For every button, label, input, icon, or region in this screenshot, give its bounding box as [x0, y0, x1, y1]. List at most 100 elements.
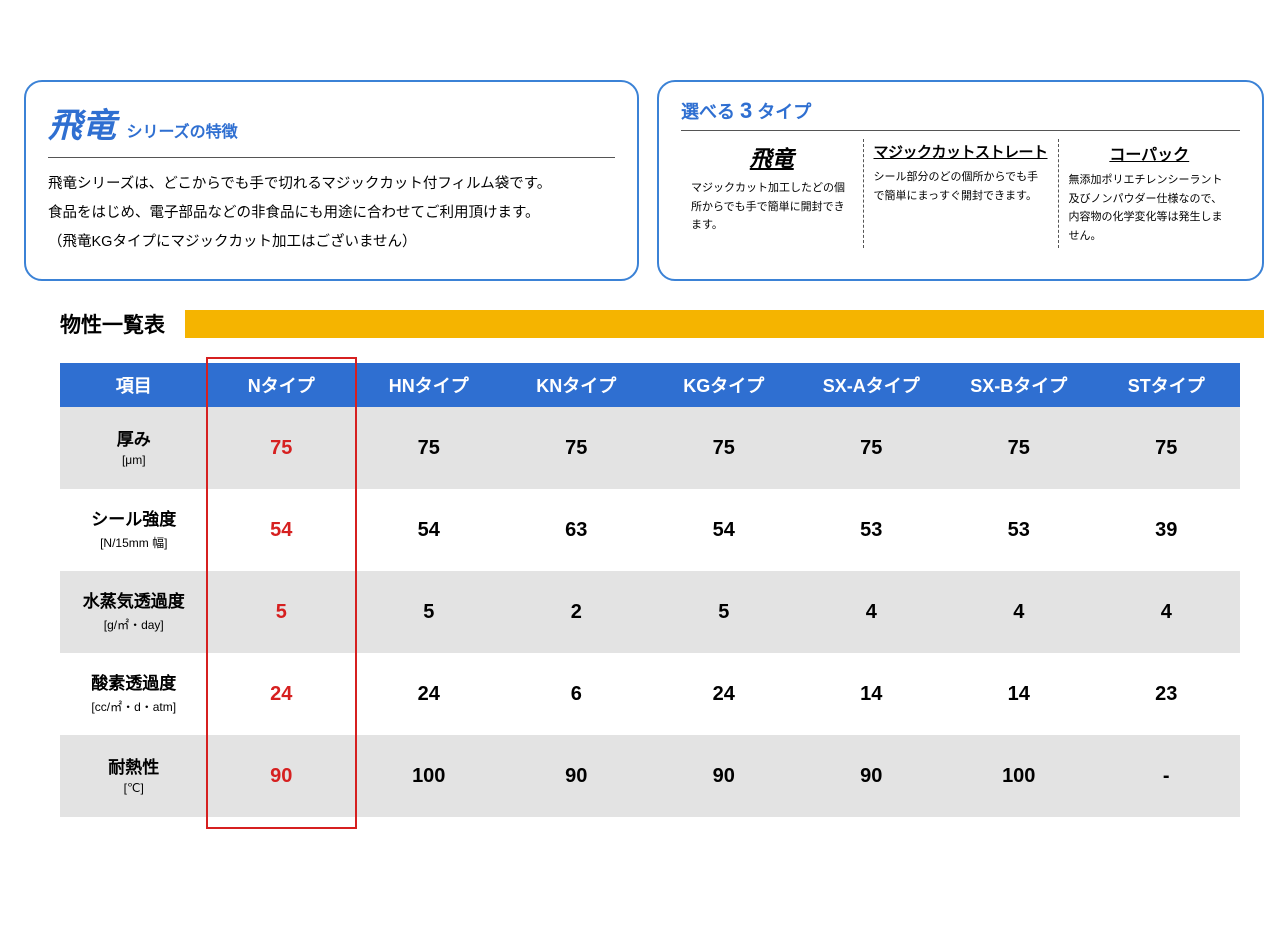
- cell-value: 4: [866, 601, 877, 623]
- value-cell: 90: [208, 735, 356, 817]
- row-label-unit: [μm]: [60, 453, 208, 467]
- value-cell: 54: [208, 489, 356, 571]
- cell-value: 75: [1155, 437, 1177, 459]
- row-label-cell: 水蒸気透過度[g/㎡・day]: [60, 571, 208, 653]
- features-line: （飛竜KGタイプにマジックカット加工はございません）: [48, 228, 615, 257]
- table-header-cell: 項目: [60, 363, 208, 407]
- table-row: シール強度 [N/15mm 幅] 54 54 63 54 53 53 39: [60, 489, 1240, 571]
- value-cell: 100: [355, 735, 503, 817]
- cell-value: 5: [276, 601, 287, 623]
- cell-value: 54: [418, 519, 440, 541]
- cell-value: -: [1163, 765, 1170, 787]
- value-cell: 6: [503, 653, 651, 735]
- type-title: コーパック: [1069, 141, 1231, 165]
- types-panel: 選べる 3 タイプ 飛竜 マジックカット加工したどの個所からでも手で簡単に開封で…: [657, 80, 1264, 281]
- spec-table-wrap: 項目NタイプHNタイプKNタイプKGタイプSX-AタイプSX-BタイプSTタイプ…: [60, 363, 1240, 817]
- value-cell: 14: [798, 653, 946, 735]
- table-header-cell: KNタイプ: [503, 363, 651, 407]
- cell-value: 39: [1155, 519, 1177, 541]
- table-row: 酸素透過度 [cc/㎡・d・atm] 24 24 6 24 14 14 23: [60, 653, 1240, 735]
- type-desc: マジックカット加工したどの個所からでも手で簡単に開封できます。: [691, 179, 853, 235]
- cell-value: 54: [713, 519, 735, 541]
- table-header-row: 項目NタイプHNタイプKNタイプKGタイプSX-AタイプSX-BタイプSTタイプ: [60, 363, 1240, 407]
- table-header-cell: HNタイプ: [355, 363, 503, 407]
- row-label-unit: [cc/㎡・d・atm]: [60, 698, 208, 715]
- cell-value: 24: [270, 683, 292, 705]
- value-cell: 23: [1093, 653, 1241, 735]
- value-cell: 90: [798, 735, 946, 817]
- value-cell: 5: [208, 571, 356, 653]
- cell-value: 23: [1155, 683, 1177, 705]
- features-line: 飛竜シリーズは、どこからでも手で切れるマジックカット付フィルム袋です。: [48, 170, 615, 199]
- value-cell: 75: [208, 407, 356, 489]
- value-cell: 5: [355, 571, 503, 653]
- cell-value: 5: [718, 601, 729, 623]
- table-row: 水蒸気透過度[g/㎡・day] 5 5 2 5 4 4 4: [60, 571, 1240, 653]
- value-cell: 54: [650, 489, 798, 571]
- value-cell: 100: [945, 735, 1093, 817]
- type-title: マジックカットストレート: [874, 141, 1048, 162]
- value-cell: 75: [945, 407, 1093, 489]
- type-title: 飛竜: [691, 141, 853, 173]
- value-cell: 5: [650, 571, 798, 653]
- cell-value: 63: [565, 519, 587, 541]
- types-header: 選べる 3 タイプ: [681, 98, 1240, 131]
- cell-value: 90: [713, 765, 735, 787]
- spec-table: 項目NタイプHNタイプKNタイプKGタイプSX-AタイプSX-BタイプSTタイプ…: [60, 363, 1240, 817]
- type-col: 飛竜 マジックカット加工したどの個所からでも手で簡単に開封できます。: [681, 139, 863, 248]
- types-row: 飛竜 マジックカット加工したどの個所からでも手で簡単に開封できます。 マジックカ…: [681, 139, 1240, 248]
- cell-value: 24: [418, 683, 440, 705]
- cell-value: 5: [423, 601, 434, 623]
- value-cell: 24: [208, 653, 356, 735]
- section-title: 物性一覧表: [60, 309, 185, 339]
- types-header-pre: 選べる: [681, 102, 740, 122]
- row-label-main: 水蒸気透過度: [60, 591, 208, 613]
- value-cell: 4: [1093, 571, 1241, 653]
- value-cell: 39: [1093, 489, 1241, 571]
- row-label-main: シール強度: [60, 509, 208, 531]
- cell-value: 24: [713, 683, 735, 705]
- cell-value: 2: [571, 601, 582, 623]
- cell-value: 90: [270, 765, 292, 787]
- features-line: 食品をはじめ、電子部品などの非食品にも用途に合わせてご利用頂けます。: [48, 199, 615, 228]
- brand-suffix: シリーズの特徴: [126, 124, 237, 141]
- features-panel: 飛竜 シリーズの特徴 飛竜シリーズは、どこからでも手で切れるマジックカット付フィ…: [24, 80, 639, 281]
- cell-value: 90: [565, 765, 587, 787]
- value-cell: 53: [798, 489, 946, 571]
- value-cell: 54: [355, 489, 503, 571]
- cell-value: 75: [1008, 437, 1030, 459]
- value-cell: 53: [945, 489, 1093, 571]
- row-label-cell: 耐熱性[℃]: [60, 735, 208, 817]
- value-cell: 2: [503, 571, 651, 653]
- brand-title: 飛竜: [48, 98, 116, 147]
- table-header-cell: KGタイプ: [650, 363, 798, 407]
- table-row: 厚み[μm]75757575757575: [60, 407, 1240, 489]
- cell-value: 100: [412, 765, 445, 787]
- row-label-unit: [N/15mm 幅]: [60, 534, 208, 551]
- value-cell: 24: [355, 653, 503, 735]
- value-cell: 75: [355, 407, 503, 489]
- row-label-main: 耐熱性: [60, 757, 208, 779]
- table-row: 耐熱性[℃] 90 100 90 90 90 100 -: [60, 735, 1240, 817]
- cell-value: 4: [1161, 601, 1172, 623]
- row-label-cell: 厚み[μm]: [60, 407, 208, 489]
- cell-value: 14: [1008, 683, 1030, 705]
- table-header-cell: STタイプ: [1093, 363, 1241, 407]
- row-label-cell: 酸素透過度 [cc/㎡・d・atm]: [60, 653, 208, 735]
- types-header-num: 3: [740, 98, 752, 123]
- table-body: 厚み[μm]75757575757575シール強度[N/15mm 幅]54546…: [60, 407, 1240, 817]
- cell-value: 54: [270, 519, 292, 541]
- features-header: 飛竜 シリーズの特徴: [48, 98, 615, 158]
- value-cell: 4: [945, 571, 1093, 653]
- section-title-row: 物性一覧表: [60, 309, 1264, 339]
- cell-value: 75: [418, 437, 440, 459]
- cell-value: 90: [860, 765, 882, 787]
- table-header-cell: SX-Aタイプ: [798, 363, 946, 407]
- cell-value: 14: [860, 683, 882, 705]
- value-cell: -: [1093, 735, 1241, 817]
- cell-value: 75: [565, 437, 587, 459]
- cell-value: 75: [270, 437, 292, 459]
- table-header-cell: SX-Bタイプ: [945, 363, 1093, 407]
- cell-value: 53: [1008, 519, 1030, 541]
- row-label-main: 酸素透過度: [60, 673, 208, 695]
